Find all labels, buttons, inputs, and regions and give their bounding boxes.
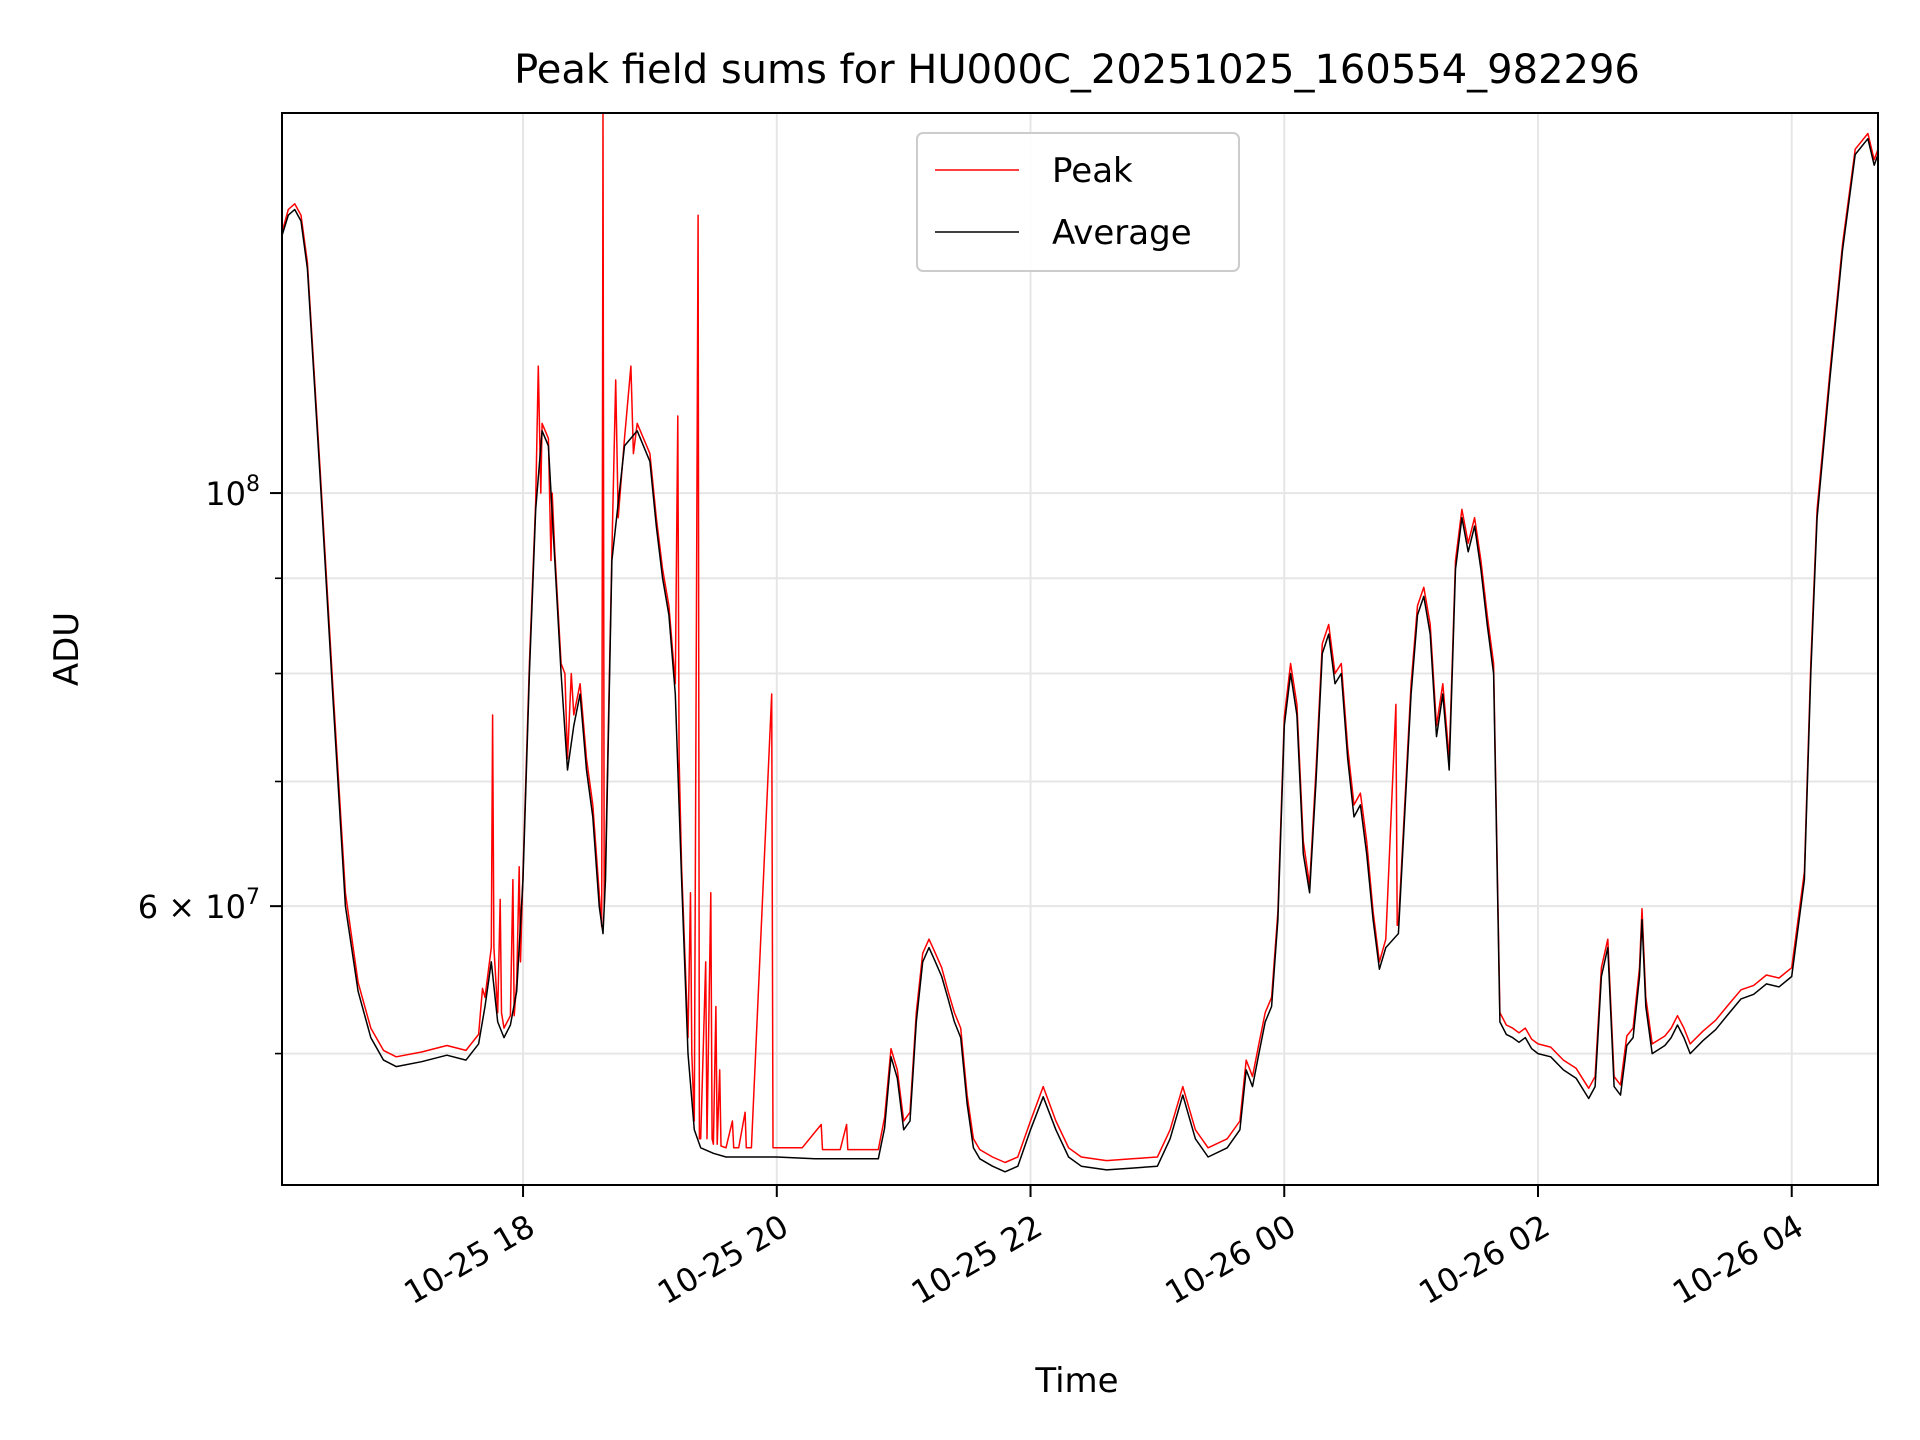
series-layer bbox=[281, 112, 1879, 1173]
y-tick-label: 6 × 107 bbox=[138, 885, 260, 926]
grid-layer bbox=[282, 113, 1878, 1185]
legend: Peak Average bbox=[916, 132, 1240, 272]
legend-peak-label: Peak bbox=[1052, 151, 1133, 191]
legend-average-label: Average bbox=[1052, 213, 1192, 253]
x-axis-label: Time bbox=[1034, 1361, 1118, 1401]
plot-area-frame bbox=[281, 112, 1879, 1186]
y-axis-label: ADU bbox=[47, 612, 87, 686]
series-line-average bbox=[281, 137, 1879, 1173]
legend-box bbox=[916, 132, 1240, 272]
y-tick-label: 108 bbox=[205, 472, 260, 513]
series-line-peak bbox=[281, 112, 1879, 1164]
chart-title: Peak field sums for HU000C_20251025_1605… bbox=[514, 47, 1640, 93]
